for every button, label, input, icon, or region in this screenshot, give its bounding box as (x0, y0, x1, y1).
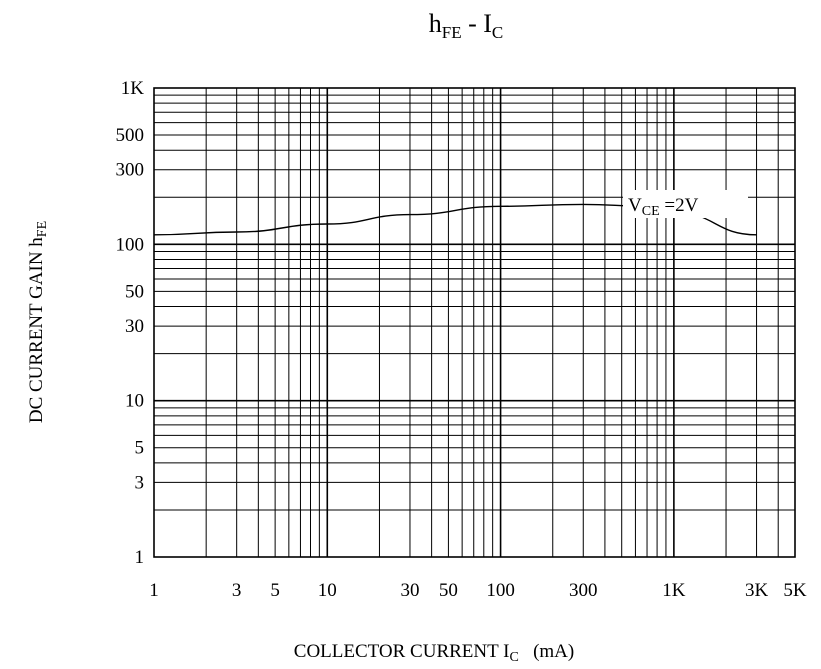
grid (154, 88, 795, 557)
x-tick-label: 300 (569, 580, 598, 601)
y-tick-label: 1K (121, 78, 145, 99)
title-separator: - (462, 9, 484, 38)
plot-frame (153, 87, 796, 558)
y-tick-label: 30 (125, 316, 144, 337)
series-label-bg (623, 190, 748, 218)
y-tick-label: 50 (125, 281, 144, 302)
y-tick-label: 1 (135, 547, 145, 568)
series-label: VCE =2V (628, 195, 699, 219)
y-tick-label: 300 (116, 160, 145, 181)
x-tick-label: 1K (662, 580, 686, 601)
x-tick-label: 3K (745, 580, 769, 601)
x-tick-label: 10 (318, 580, 337, 601)
x-axis-label-unit: (mA) (533, 641, 574, 662)
series-label-v: V (628, 195, 642, 216)
chart-title: hFE - IC (429, 9, 504, 42)
y-tick-label: 500 (116, 125, 145, 146)
x-tick-label: 5 (270, 580, 280, 601)
y-axis-label-subscript: FE (35, 221, 50, 237)
title-main-subscript: FE (442, 23, 462, 42)
y-tick-label: 10 (125, 391, 144, 412)
title-var: I (483, 9, 492, 38)
series-label-rest: =2V (660, 195, 699, 216)
y-tick-label: 5 (135, 438, 145, 459)
y-axis-label: DC CURRENT GAIN hFE (26, 221, 50, 423)
x-tick-label: 30 (400, 580, 419, 601)
x-axis-label-subscript: C (509, 650, 518, 665)
title-var-subscript: C (492, 23, 503, 42)
x-tick-label: 3 (232, 580, 242, 601)
x-tick-label: 50 (439, 580, 458, 601)
y-tick-labels: 1 3 5 10 30 50 100 300 500 1K (116, 78, 145, 568)
y-axis-label-text: DC CURRENT GAIN h (26, 237, 47, 423)
x-axis-label: COLLECTOR CURRENT IC (mA) (294, 641, 574, 665)
title-main: h (429, 9, 442, 38)
x-tick-label: 1 (149, 580, 159, 601)
y-tick-label: 3 (135, 472, 145, 493)
x-tick-labels: 1 3 5 10 30 50 100 300 1K 3K 5K (149, 580, 807, 601)
x-tick-label: 5K (783, 580, 807, 601)
x-tick-label: 100 (486, 580, 515, 601)
x-axis-label-text: COLLECTOR CURRENT I (294, 641, 510, 662)
y-tick-label: 100 (116, 234, 145, 255)
series-label-subscript: CE (642, 204, 660, 219)
